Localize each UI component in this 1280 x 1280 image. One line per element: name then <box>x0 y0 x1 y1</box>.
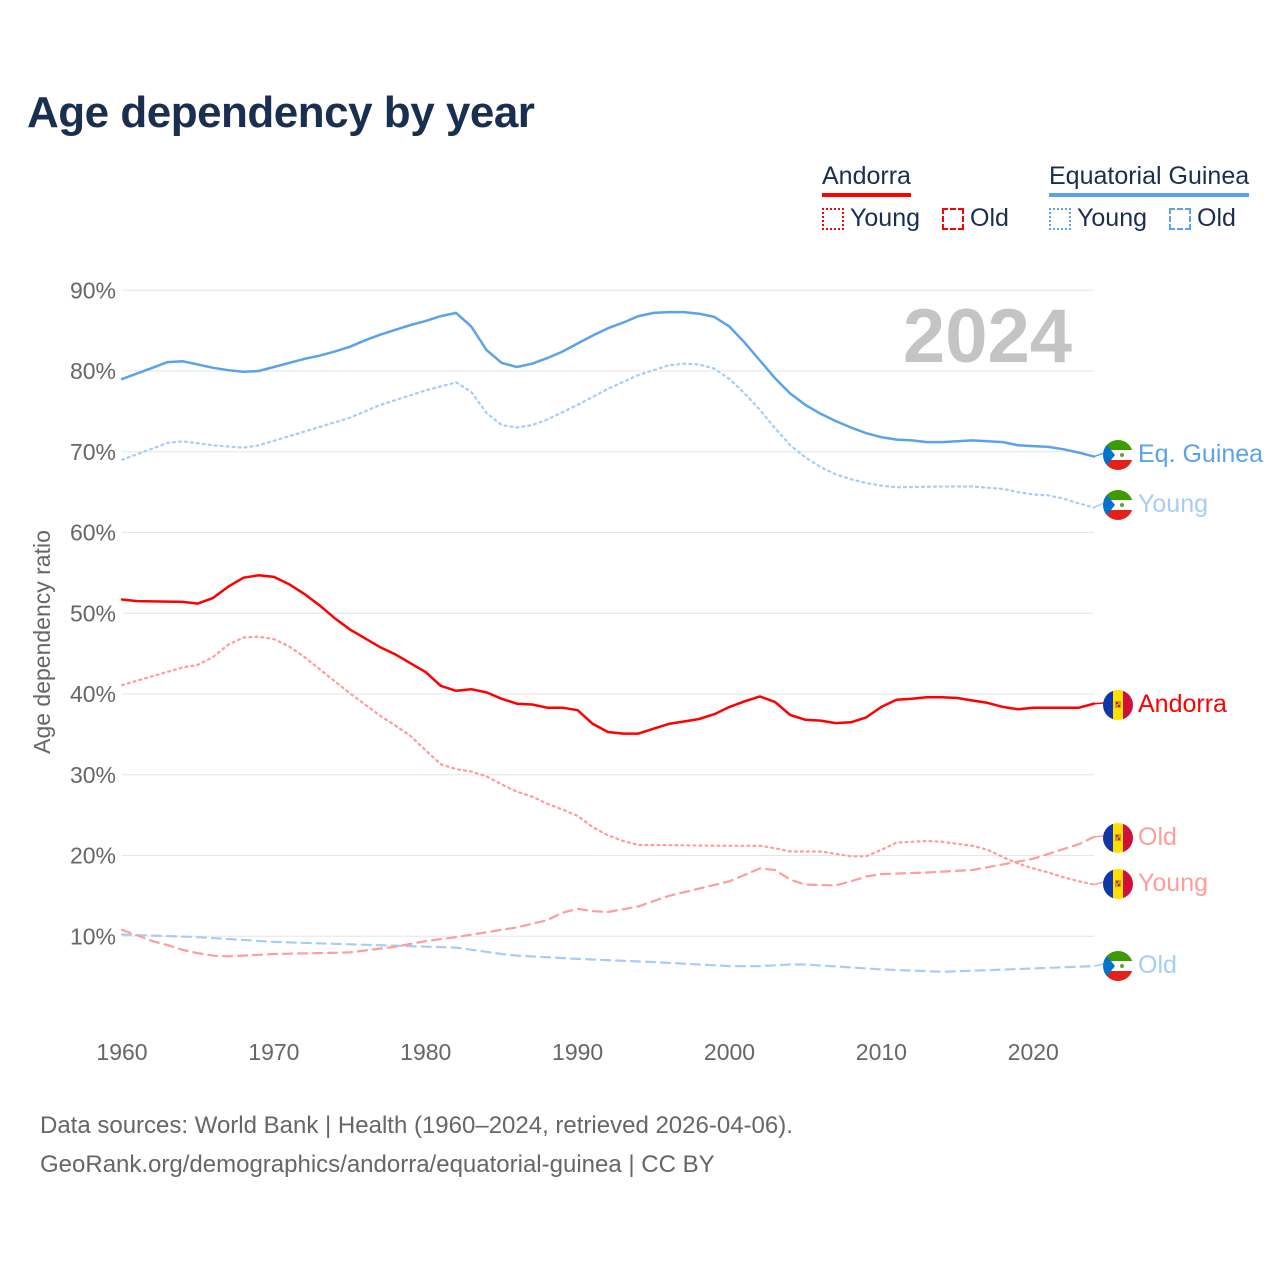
dashed-swatch-icon <box>942 207 964 230</box>
end-label: Young <box>1138 490 1208 518</box>
legend-label: Young <box>850 204 920 232</box>
series-line-eq-guinea-young <box>120 362 1096 509</box>
y-tick-label: 10% <box>70 923 116 949</box>
data-source: Data sources: World Bank | Health (1960–… <box>40 1112 793 1139</box>
series-line-andorra <box>120 574 1096 735</box>
equatorial-guinea-flag-icon <box>1103 951 1133 981</box>
dotted-swatch-icon <box>822 207 844 230</box>
equatorial-guinea-flag-icon <box>1103 490 1133 520</box>
end-label: Eq. Guinea <box>1138 440 1263 468</box>
y-tick-label: 40% <box>70 681 116 707</box>
equatorial-guinea-flag-icon <box>1103 440 1133 470</box>
x-tick-label: 1960 <box>96 1039 147 1065</box>
end-label: Old <box>1138 823 1177 851</box>
y-tick-label: 50% <box>70 600 116 626</box>
legend-label: Old <box>1197 204 1236 232</box>
andorra-flag-icon <box>1103 869 1133 899</box>
x-tick-label: 2010 <box>856 1039 907 1065</box>
andorra-flag-icon <box>1103 823 1133 853</box>
label-connector <box>1093 502 1105 509</box>
y-tick-label: 30% <box>70 762 116 788</box>
x-tick-label: 1980 <box>400 1039 451 1065</box>
x-tick-label: 1990 <box>552 1039 603 1065</box>
x-tick-label: 2000 <box>704 1039 755 1065</box>
y-tick-label: 70% <box>70 439 116 465</box>
y-tick-label: 20% <box>70 843 116 869</box>
chart-title: Age dependency by year <box>27 88 535 137</box>
series-line-andorra-old <box>120 835 1096 958</box>
label-connector <box>1093 452 1105 458</box>
y-axis-label: Age dependency ratio <box>29 530 55 754</box>
dashed-swatch-icon <box>1169 207 1191 230</box>
series-line-eq-guinea-old <box>120 933 1096 973</box>
legend-eq-guinea: Equatorial Guinea <box>1049 162 1250 197</box>
y-tick-label: 60% <box>70 520 116 546</box>
y-tick-label: 90% <box>70 277 116 303</box>
legend-eq-guinea-old: Old <box>1169 204 1236 233</box>
legend-andorra-old: Old <box>942 204 1009 233</box>
footer: Data sources: World Bank | Health (1960–… <box>40 1106 793 1184</box>
series-line-eq-guinea <box>120 310 1096 458</box>
source-link[interactable]: GeoRank.org/demographics/andorra/equator… <box>40 1151 715 1178</box>
y-tick-label: 80% <box>70 358 116 384</box>
end-label: Old <box>1138 951 1177 979</box>
label-connector <box>1093 963 1105 967</box>
year-watermark: 2024 <box>903 294 1072 379</box>
legend-andorra: Andorra <box>822 162 911 197</box>
legend-eq-guinea-young: Young <box>1049 204 1147 233</box>
end-label: Andorra <box>1138 690 1227 718</box>
x-tick-label: 2020 <box>1008 1039 1059 1065</box>
legend-andorra-young: Young <box>822 204 920 233</box>
end-label: Young <box>1138 869 1208 897</box>
label-connector <box>1093 881 1105 886</box>
label-connector <box>1093 835 1105 838</box>
series-line-andorra-young <box>120 635 1096 886</box>
x-tick-label: 1970 <box>248 1039 299 1065</box>
label-connector <box>1093 702 1105 705</box>
dotted-swatch-icon <box>1049 207 1071 230</box>
andorra-flag-icon <box>1103 690 1133 720</box>
legend-label: Old <box>970 204 1009 232</box>
legend-label: Young <box>1077 204 1147 232</box>
